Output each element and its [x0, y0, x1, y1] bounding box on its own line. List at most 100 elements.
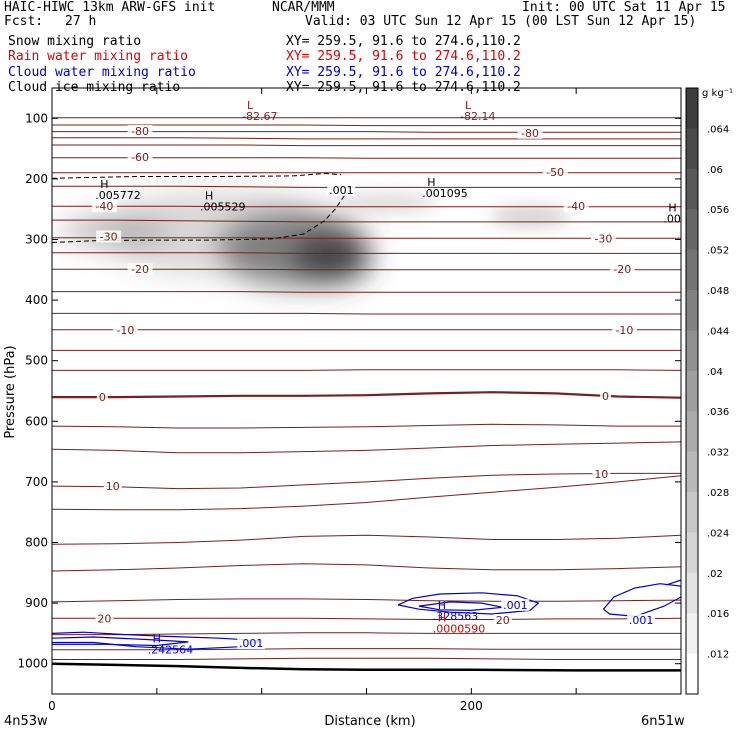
plot-frame: [51, 87, 682, 695]
y-tick-label: 100: [25, 111, 48, 125]
temperature-contour: [52, 252, 681, 254]
temperature-contour: [52, 598, 681, 603]
temperature-label: -20: [613, 263, 631, 276]
y-tick-label: 900: [25, 596, 48, 610]
temperature-contour: [52, 657, 681, 660]
extremum-marker: H: [438, 599, 446, 612]
x-tick-label: 0: [48, 699, 56, 713]
extremum-marker: H: [100, 178, 108, 191]
colorbar-tick-label: .048: [707, 286, 729, 297]
y-tick-label: 300: [25, 233, 48, 247]
colorbar-tick-label: .036: [707, 407, 729, 418]
temperature-contour: [52, 534, 681, 545]
colorbar-tick-label: .056: [707, 205, 729, 216]
extremum-value: -82.67: [242, 110, 277, 123]
temperature-contour: [52, 632, 681, 636]
colorbar-swatch: [686, 290, 698, 331]
temperature-label: -20: [131, 263, 149, 276]
y-tick-label: 500: [25, 354, 48, 368]
extremum-value: .001095: [422, 187, 468, 200]
temperature-label: 0: [99, 391, 106, 404]
cloud-water-contour: [52, 636, 189, 647]
temperature-label: -10: [116, 324, 134, 337]
temperature-contour: [52, 563, 681, 572]
init-time: Init: 00 UTC Sat 11 Apr 15: [522, 0, 726, 15]
colorbar-tick-label: .016: [707, 609, 729, 620]
colorbar-tick-label: .06: [707, 165, 723, 176]
temperature-label: -30: [594, 232, 612, 245]
colorbar-swatch: [686, 532, 698, 574]
colorbar-swatch: [686, 411, 698, 453]
colorbar-swatch: [686, 492, 698, 533]
colorbar-swatch: [686, 168, 698, 210]
model-title: HAIC-HIWC 13km ARW-GFS init: [4, 0, 216, 15]
temperature-contour: [52, 475, 681, 511]
temperature-contour: [52, 472, 681, 490]
temperature-label: 10: [594, 468, 608, 481]
temperature-label: 20: [496, 614, 510, 627]
temperature-contour: [52, 131, 681, 133]
snow-shading-max: [290, 231, 371, 284]
temperature-label: 20: [97, 612, 111, 625]
temperature-contour: [52, 441, 681, 454]
contour-labels: -80 -80 -60 -50 -40 -40 -30 -30 -20 -20 -10 -10 0 0 10…: [91, 99, 681, 656]
mixing-ratio-contour-label: .001: [629, 614, 654, 627]
y-tick-label: 400: [25, 293, 48, 307]
temperature-contour: [52, 648, 681, 651]
temperature-label: -80: [131, 125, 149, 138]
field-name-snow: Snow mixing ratio: [8, 34, 142, 49]
colorbar-tick-label: .044: [707, 326, 729, 337]
extremum-value: -82.14: [460, 110, 495, 123]
temperature-contour: [52, 312, 681, 315]
x-axis-label: Distance (km): [324, 714, 415, 729]
colorbar: .064 .06 .056 .052 .048 .044 .04 .036 .032 .028 .0…: [685, 87, 729, 695]
x-end-label-left: 4n53w: [4, 714, 48, 729]
temperature-label: 10: [106, 480, 120, 493]
surface-pressure-line: [52, 662, 681, 672]
colorbar-swatch: [686, 128, 698, 170]
temperature-contour: [52, 185, 681, 188]
extremum-marker: H: [438, 611, 446, 624]
temperature-label: -60: [131, 151, 149, 164]
colorbar-tick-label: .028: [707, 488, 729, 499]
y-tick-label: 800: [25, 536, 48, 550]
snow-shading-upper: [337, 193, 438, 214]
temperature-label: 0: [602, 390, 609, 403]
temperature-label: -30: [100, 230, 118, 243]
mixing-ratio-contour-label: .001: [329, 184, 354, 197]
colorbar-swatch: [686, 451, 698, 493]
field-name-rain: Rain water mixing ratio: [8, 49, 189, 64]
colorbar-frame: [685, 87, 699, 695]
temperature-contour: [52, 237, 681, 239]
cloud-water-contour: [666, 579, 681, 586]
mixing-ratio-contour-label: .001: [503, 599, 528, 612]
temperature-label: -80: [521, 127, 539, 140]
x-end-label-right: 6n51w: [641, 714, 685, 729]
field-xy-rain: XY= 259.5, 91.6 to 274.6,110.2: [286, 49, 521, 64]
temperature-contour: [52, 391, 681, 399]
colorbar-swatch: [686, 613, 698, 655]
colorbar-tick-label: .02: [707, 569, 723, 580]
temperature-contour: [52, 144, 681, 147]
extremum-marker: H: [427, 176, 435, 189]
extremum-value: .005772: [95, 189, 140, 202]
y-tick-label: 600: [25, 414, 48, 428]
temperature-contours: [52, 117, 681, 660]
colorbar-tick-label: .012: [707, 650, 729, 661]
cloud-water-contour: [418, 601, 503, 612]
forecast-hours: 27 h: [65, 14, 97, 29]
colorbar-swatch: [686, 88, 698, 129]
snow-shading-west: [59, 214, 170, 247]
temperature-label: -10: [615, 324, 633, 337]
valid-time: Valid: 03 UTC Sun 12 Apr 15 (00 LST Sun …: [305, 14, 697, 29]
temperature-contour: [52, 137, 681, 140]
org-label: NCAR/MMM: [272, 0, 335, 15]
field-name-cloud-water: Cloud water mixing ratio: [8, 65, 196, 80]
extremum-marker: L: [247, 99, 254, 112]
extremum-value: .242564: [148, 643, 194, 656]
temperature-contour: [52, 268, 681, 271]
colorbar-unit: g kg⁻¹: [702, 88, 733, 99]
field-xy-snow: XY= 259.5, 91.6 to 274.6,110.2: [286, 34, 521, 49]
